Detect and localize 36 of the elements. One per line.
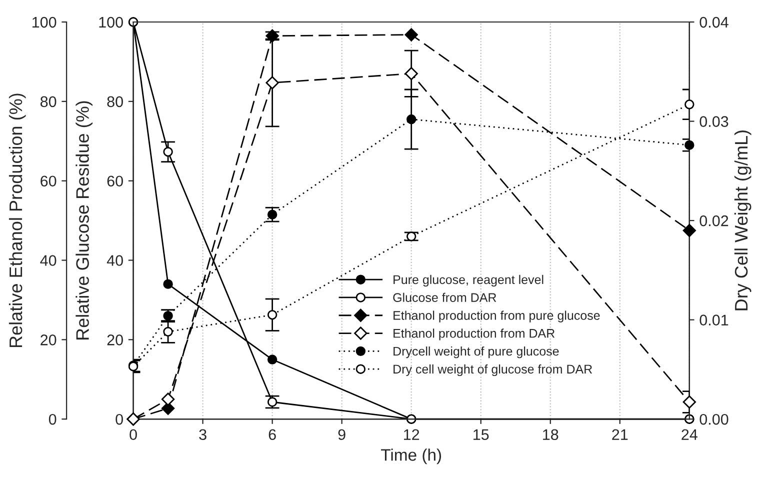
y2-axis-title: Dry Cell Weight (g/mL) bbox=[734, 130, 752, 310]
x-tick-label: 21 bbox=[612, 429, 628, 440]
y2-tick-label: 0.03 bbox=[700, 116, 728, 127]
y2-tick-label: 0.02 bbox=[700, 215, 728, 226]
x-tick-label: 18 bbox=[543, 429, 558, 440]
y-tick-label: 60 bbox=[107, 176, 123, 187]
legend-label: Pure glucose, reagent level bbox=[394, 274, 544, 287]
x-axis-title: Time (h) bbox=[381, 448, 442, 464]
y3-tick-label: 20 bbox=[40, 334, 56, 346]
x-tick-label: 24 bbox=[682, 429, 698, 440]
y3-tick-label: 60 bbox=[40, 176, 56, 187]
y3-tick-label: 80 bbox=[40, 96, 56, 108]
y2-tick-label: 0.00 bbox=[700, 414, 728, 425]
y3-axis-title: Relative Ethanol Production (%) bbox=[8, 94, 26, 348]
y-axis-title: Relative Glucose Residue (%) bbox=[76, 101, 93, 340]
legend-label: Dry cell weight of glucose from DAR bbox=[394, 364, 592, 376]
y3-tick-label: 40 bbox=[40, 255, 56, 266]
legend-label: Glucose from DAR bbox=[393, 292, 496, 302]
legend-label: Ethanol production from pure glucose bbox=[394, 310, 600, 322]
y2-tick-label: 0.04 bbox=[700, 16, 728, 28]
y-tick-label: 80 bbox=[107, 96, 123, 108]
y-tick-label: 20 bbox=[107, 334, 123, 346]
x-tick-label: 0 bbox=[130, 429, 137, 440]
y-tick-label: 100 bbox=[99, 16, 123, 28]
x-tick-label: 9 bbox=[338, 429, 346, 440]
legend-label: Drycell weight of pure glucose bbox=[394, 346, 559, 358]
y2-tick-label: 0.01 bbox=[700, 314, 728, 326]
x-tick-label: 3 bbox=[199, 429, 206, 440]
x-tick-label: 15 bbox=[474, 429, 489, 440]
y-tick-label: 0 bbox=[116, 414, 123, 425]
x-tick-label: 12 bbox=[404, 429, 420, 440]
x-tick-label: 6 bbox=[268, 429, 276, 440]
legend-label: Ethanol production from DAR bbox=[394, 328, 555, 340]
y3-tick-label: 0 bbox=[48, 414, 56, 425]
y3-tick-label: 100 bbox=[32, 16, 56, 28]
y-tick-label: 40 bbox=[106, 255, 123, 266]
